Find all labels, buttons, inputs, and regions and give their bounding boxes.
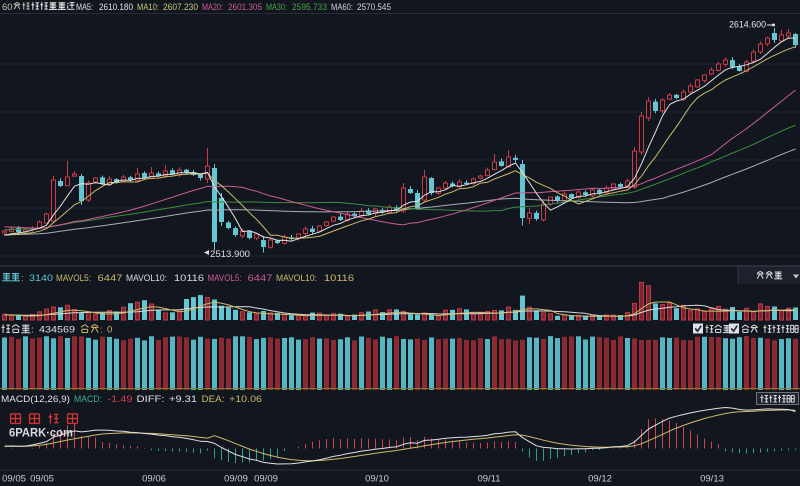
- svg-text:10116: 10116: [324, 273, 354, 284]
- svg-text:09/06: 09/06: [142, 474, 166, 485]
- svg-text:2595.733: 2595.733: [292, 2, 327, 13]
- svg-text:10116: 10116: [174, 273, 204, 284]
- svg-text:09/09: 09/09: [254, 474, 278, 485]
- svg-text:3140: 3140: [29, 273, 53, 284]
- svg-text:MAVOL10:: MAVOL10:: [126, 273, 167, 284]
- svg-text:09/09: 09/09: [224, 474, 248, 485]
- svg-text:MA5:: MA5:: [76, 2, 93, 13]
- svg-text:+9.31: +9.31: [169, 394, 197, 405]
- svg-text:60: 60: [2, 2, 13, 13]
- svg-text:MACD:: MACD:: [74, 394, 102, 405]
- svg-text:2610.180: 2610.180: [99, 2, 133, 13]
- svg-text:DIFF:: DIFF:: [137, 394, 165, 405]
- svg-text:-1.49: -1.49: [108, 394, 133, 405]
- svg-text::: :: [100, 325, 103, 336]
- svg-text::: :: [31, 325, 34, 336]
- svg-text:434569: 434569: [39, 325, 75, 336]
- svg-text:6PARK·com: 6PARK·com: [9, 426, 73, 440]
- svg-text:09/10: 09/10: [365, 474, 389, 485]
- svg-text:MA10:: MA10:: [137, 2, 159, 13]
- svg-text:2607.230: 2607.230: [163, 2, 198, 13]
- svg-text:MAVOL10:: MAVOL10:: [276, 273, 317, 284]
- svg-text:MA20:: MA20:: [202, 2, 223, 13]
- svg-text:2513.900: 2513.900: [210, 249, 250, 260]
- svg-text:2614.600: 2614.600: [729, 20, 766, 31]
- svg-text:6447: 6447: [248, 273, 273, 284]
- svg-text:09/05: 09/05: [30, 474, 54, 485]
- svg-text:6447: 6447: [98, 273, 123, 284]
- svg-text:MAVOL5:: MAVOL5:: [56, 273, 91, 284]
- svg-text:09/13: 09/13: [700, 474, 724, 485]
- svg-text:DEA:: DEA:: [202, 394, 225, 405]
- svg-text:2570.545: 2570.545: [357, 2, 391, 13]
- svg-text:2601.305: 2601.305: [228, 2, 262, 13]
- svg-text:MACD(12,26,9): MACD(12,26,9): [1, 394, 70, 405]
- svg-text:MA30:: MA30:: [266, 2, 287, 13]
- svg-text:MA60:: MA60:: [331, 2, 353, 13]
- svg-text:09/11: 09/11: [477, 474, 500, 485]
- svg-text:+10.06: +10.06: [229, 394, 262, 405]
- svg-text:0: 0: [107, 325, 112, 336]
- svg-text::: :: [21, 273, 24, 284]
- svg-text:MAVOL5:: MAVOL5:: [208, 273, 242, 284]
- svg-text:09/12: 09/12: [588, 474, 612, 485]
- svg-text:09/05: 09/05: [2, 474, 26, 485]
